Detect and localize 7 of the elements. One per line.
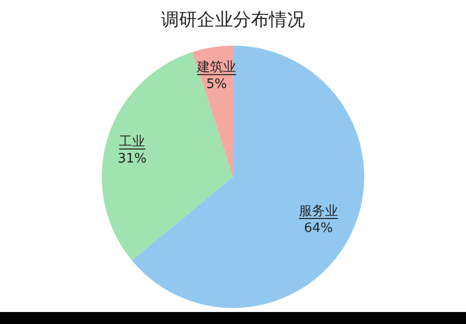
chart-title: 调研企业分布情况 bbox=[161, 9, 305, 30]
data-label: 5% bbox=[206, 77, 227, 92]
slice-label: 工业 bbox=[119, 134, 146, 150]
data-label: 31% bbox=[118, 152, 147, 167]
slice-label: 服务业 bbox=[298, 204, 338, 220]
slice-label: 建筑业 bbox=[196, 60, 236, 76]
data-label: 64% bbox=[304, 221, 333, 236]
